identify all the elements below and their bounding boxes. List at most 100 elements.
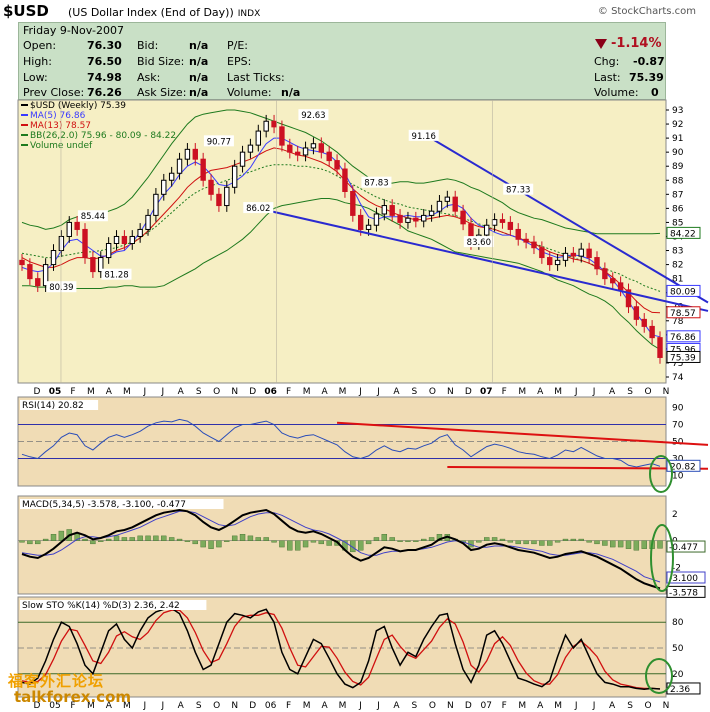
macd-histogram-bar (42, 538, 49, 541)
candle-body (397, 214, 403, 223)
macd-histogram-bar (19, 540, 25, 543)
ask-label: Ask: (137, 71, 161, 84)
lower-trend-line (258, 207, 709, 312)
sto-x-tick-label: D (34, 701, 41, 711)
sto-x-tick-label: J (160, 701, 164, 711)
macd-histogram-bar (255, 537, 261, 541)
candle-body (161, 179, 167, 195)
last-value-box (666, 306, 701, 319)
x-tick-label: O (429, 387, 436, 397)
watermark-url: talkforex.com (14, 688, 132, 706)
candle-body (452, 196, 458, 212)
price-annotation: 90.77 (207, 137, 231, 147)
macd-histogram-bar (294, 540, 301, 551)
macd-histogram-bar (633, 540, 640, 551)
macd-highlight-circle (650, 524, 674, 592)
x-tick-label: N (447, 387, 454, 397)
price-y-tick-label: 81 (672, 275, 683, 285)
sto-x-tick-label: J (143, 701, 147, 711)
candle-body (326, 151, 332, 162)
macd-histogram-bar (287, 540, 293, 551)
rsi-line (21, 418, 661, 468)
macd-histogram-bar (82, 538, 88, 541)
last-value-box (666, 350, 701, 363)
sto-y-tick-label: 50 (672, 644, 684, 654)
candle-body (294, 151, 301, 156)
x-tick-label: A (106, 387, 113, 397)
price-y-tick-label: 89 (672, 162, 684, 172)
candle-body (484, 224, 490, 236)
annotation-bg (203, 135, 234, 147)
macd-histogram-bar (121, 537, 128, 541)
candle-body (27, 264, 33, 280)
sto-x-tick-label: M (554, 701, 562, 711)
sto-x-tick-label: S (627, 701, 633, 711)
price-annotation: 85.44 (81, 212, 105, 222)
macd-histogram-bar (153, 535, 159, 541)
x-tick-label: S (412, 387, 418, 397)
candle-body (554, 259, 561, 266)
sto-value-label: 2.36 (670, 685, 690, 695)
last-label: Last: (594, 71, 621, 84)
legend-entry: $USD (Weekly) 75.39 (30, 101, 126, 111)
x-tick-label: D (249, 387, 256, 397)
macd-y-tick-label: 2 (672, 510, 678, 520)
sto-x-tick-label: M (518, 701, 526, 711)
price-y-tick-label: 75 (672, 359, 683, 369)
candle-body (649, 325, 655, 339)
sto-x-tick-label: N (663, 701, 670, 711)
last-value-label: 75.39 (670, 353, 696, 363)
macd-histogram-bar (625, 540, 632, 549)
price-y-tick-label: 93 (672, 106, 683, 116)
candle-body (35, 278, 41, 287)
sto-y-tick-label: 20 (672, 670, 684, 680)
candle-body (153, 193, 159, 216)
x-tick-label: F (286, 387, 291, 397)
annotation-bg (503, 183, 534, 195)
rsi-red-support-line (447, 466, 709, 470)
candle-body (405, 217, 411, 223)
sto-x-tick-label: D (249, 701, 256, 711)
macd-histogram-bar (357, 540, 364, 551)
bb-lower-line (22, 198, 661, 350)
candle-body (373, 213, 380, 226)
sto-k-line (21, 607, 661, 691)
candle-body (421, 214, 427, 222)
copyright[interactable]: © StockCharts.com (597, 6, 696, 17)
watermark-chinese: 福客外汇论坛 (8, 672, 105, 690)
chg-value: -0.87 (633, 55, 665, 68)
sto-x-tick-label: 05 (49, 701, 60, 711)
rsi-y-tick-label: 30 (672, 455, 684, 465)
rsi-value-box (666, 459, 701, 472)
x-tick-label: M (339, 387, 347, 397)
macd-histogram-bar (176, 538, 183, 541)
sto-x-tick-label: F (502, 701, 507, 711)
x-tick-label: D (34, 387, 41, 397)
candle-body (350, 191, 356, 216)
macd-histogram-bar (602, 540, 608, 546)
annotation-bg (408, 129, 439, 141)
candle-body (318, 143, 325, 153)
x-tick-label: J (160, 387, 164, 397)
legend-entry: MA(13) 78.57 (30, 121, 91, 131)
macd-histogram-bar (657, 540, 663, 549)
candle-body (42, 264, 49, 287)
macd-histogram-bar (113, 535, 120, 541)
candle-body (515, 228, 521, 240)
rsi-highlight-circle (649, 455, 673, 493)
sto-x-tick-label: M (339, 701, 347, 711)
candle-body (145, 214, 151, 230)
chart-header: $USD (US Dollar Index (End of Day)) INDX … (0, 0, 710, 22)
candle-body (389, 205, 395, 216)
ask-size-label: Ask Size: (137, 86, 187, 99)
symbol: $USD (3, 2, 49, 20)
sto-x-tick-label: D (465, 701, 472, 711)
chg-label: Chg: (594, 55, 620, 68)
last-value-label: 80.09 (670, 287, 696, 297)
volume-value: 0 (651, 86, 659, 99)
sto-y-tick-label: 80 (672, 618, 684, 628)
candle-body (200, 158, 206, 181)
bid-size-label: Bid Size: (137, 55, 185, 68)
candle-body (499, 219, 506, 223)
